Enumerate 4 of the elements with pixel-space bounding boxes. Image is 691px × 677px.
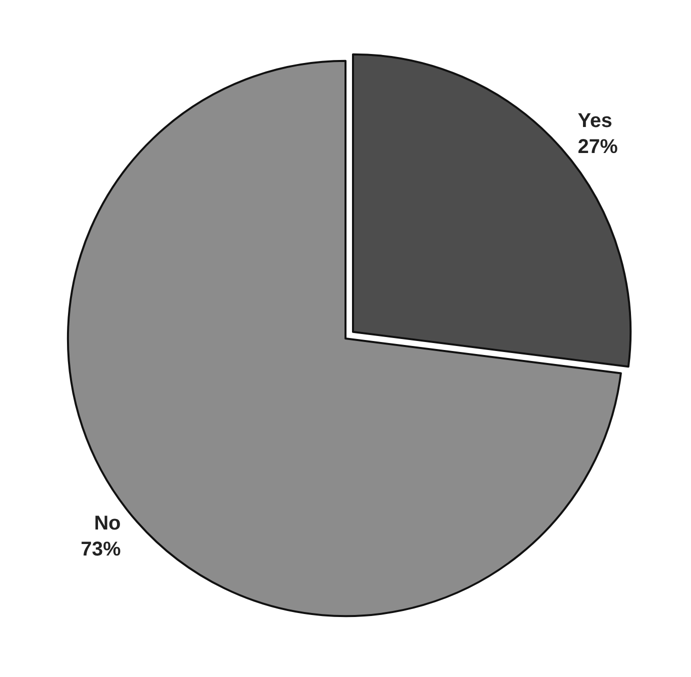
data-label: 27% xyxy=(578,136,618,158)
slice-label: Yes xyxy=(578,110,612,132)
data-label: 73% xyxy=(80,538,122,561)
slice-label: No xyxy=(94,512,121,535)
